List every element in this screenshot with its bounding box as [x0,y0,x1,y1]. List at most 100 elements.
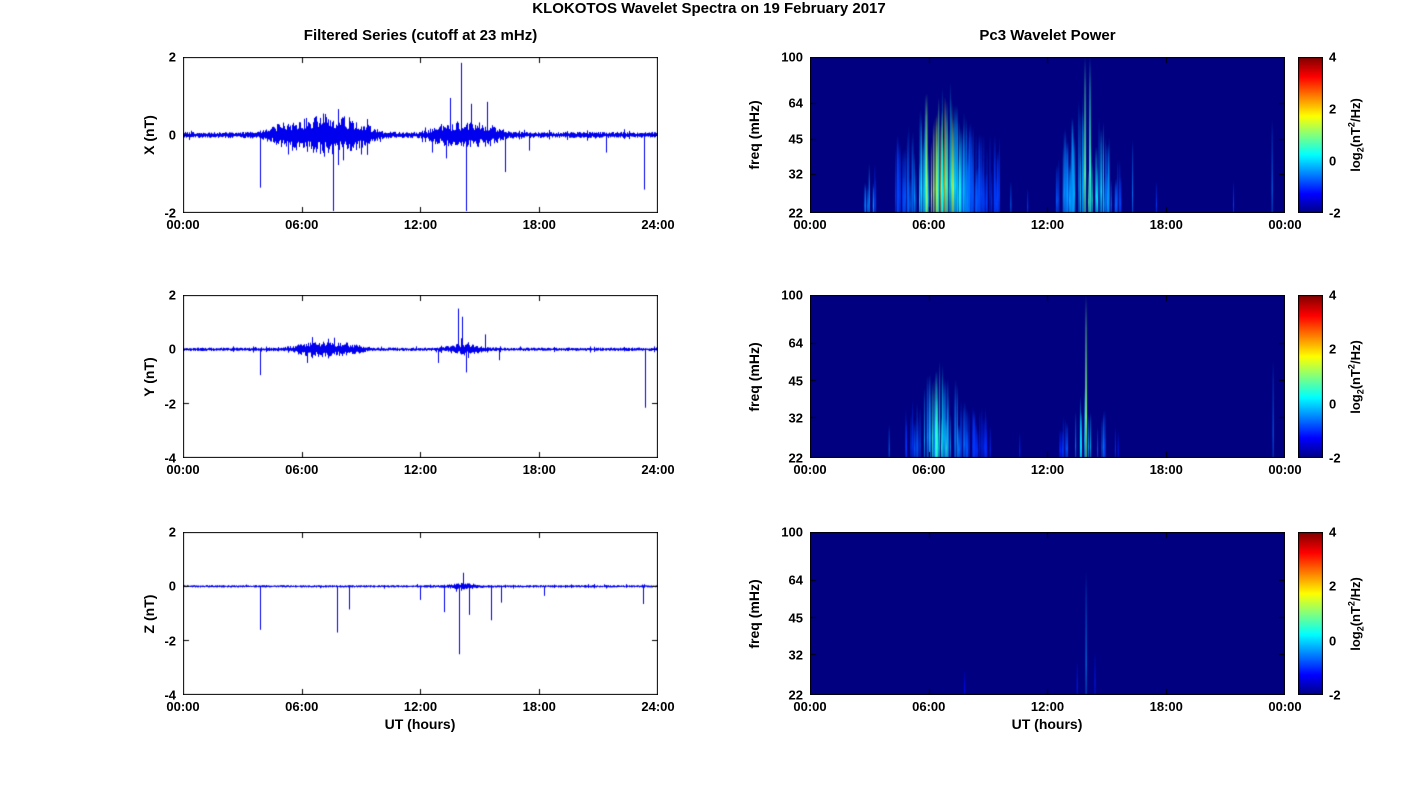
colorbar [1298,57,1323,213]
colorbar [1298,532,1323,695]
y-tick-label: 22 [788,687,803,703]
colorbar-label-sup: 2 [1346,122,1357,128]
colorbar-label-text: log [1347,394,1363,414]
y-tick-label: 0 [168,341,176,357]
colorbar-tick-label: 2 [1329,578,1337,594]
x-tick-label: 00:00 [166,699,200,714]
colorbar-tick-label: -2 [1329,450,1341,466]
colorbar-label-sub: 2 [1355,626,1366,632]
z-series-plot [183,532,658,695]
x-tick-label: 12:00 [1030,217,1065,232]
y-tick-label: 32 [788,647,803,663]
colorbar-label-text: (nT [1347,369,1363,390]
colorbar-label-text: log [1347,631,1363,651]
colorbar-tick-label: 0 [1329,396,1337,412]
y-tick-label: 2 [168,524,176,540]
y-tick-label: 22 [788,450,803,466]
y-tick-label: 45 [788,373,803,389]
x-tick-label: 18:00 [522,699,556,714]
x-tick-label: 00:00 [166,462,200,477]
x-tick-label: 00:00 [166,217,200,232]
colorbar-tick-label: -2 [1329,205,1341,221]
y-tick-label: 0 [168,127,176,143]
x-tick-label: 06:00 [285,462,319,477]
y-tick-label: -4 [164,687,176,703]
x-tick-label: 12:00 [403,217,438,232]
x-tick-label: 06:00 [285,217,319,232]
colorbar-label: log2(nT2/Hz) [1347,98,1366,172]
y-tick-label: -2 [164,205,176,221]
colorbar-tick-label: -2 [1329,687,1341,703]
colorbar-label-text: /Hz) [1347,340,1363,365]
colorbar-label: log2(nT2/Hz) [1347,577,1366,651]
z-spectrogram-ylabel: freq (mHz) [746,579,762,649]
colorbar-tick-label: 2 [1329,341,1337,357]
x-tick-label: 18:00 [1149,217,1183,232]
x-tick-label: 00:00 [793,699,827,714]
y-tick-label: 64 [788,335,803,351]
y-tick-label: -2 [164,633,176,649]
colorbar-label-sub: 2 [1355,147,1366,153]
y-tick-label: 22 [788,205,803,221]
x-tick-label: 12:00 [1030,462,1065,477]
colorbar-label-text: (nT [1347,127,1363,148]
x-tick-label: 06:00 [912,699,946,714]
y-tick-label: 32 [788,410,803,426]
y-spectrogram-ylabel: freq (mHz) [746,342,762,412]
left-xaxis-label: UT (hours) [384,716,456,732]
colorbar-tick-label: 4 [1329,524,1337,540]
x-tick-label: 06:00 [912,217,946,232]
y-tick-label: 2 [168,49,176,65]
x-series-plot [183,57,658,213]
x-tick-label: 18:00 [522,217,556,232]
y-series-plot [183,295,658,458]
colorbar-label-sub: 2 [1355,389,1366,395]
y-tick-label: 45 [788,131,803,147]
x-tick-label: 18:00 [522,462,556,477]
y-tick-label: 100 [781,49,803,65]
z-wavelet-spectrogram [810,532,1285,695]
colorbar-tick-label: 0 [1329,633,1337,649]
colorbar-label-text: /Hz) [1347,98,1363,123]
right-xaxis-label: UT (hours) [1011,716,1083,732]
x-tick-label: 00:00 [1268,699,1302,714]
colorbar-tick-label: 4 [1329,49,1337,65]
y-tick-label: 2 [168,287,176,303]
x-tick-label: 18:00 [1149,462,1183,477]
x-tick-label: 12:00 [403,699,438,714]
y-tick-label: 64 [788,95,803,111]
y-series-ylabel: Y (nT) [141,357,157,397]
colorbar-tick-label: 4 [1329,287,1337,303]
colorbar [1298,295,1323,458]
y-wavelet-spectrogram [810,295,1285,458]
x-tick-label: 00:00 [793,217,827,232]
x-tick-label: 00:00 [1268,462,1302,477]
y-tick-label: -2 [164,396,176,412]
x-tick-label: 00:00 [1268,217,1302,232]
y-tick-label: 64 [788,572,803,588]
x-tick-label: 12:00 [1030,699,1065,714]
x-spectrogram-ylabel: freq (mHz) [746,100,762,170]
y-tick-label: 0 [168,578,176,594]
colorbar-tick-label: 2 [1329,101,1337,117]
x-tick-label: 24:00 [641,699,675,714]
y-tick-label: 100 [781,287,803,303]
x-tick-label: 12:00 [403,462,438,477]
right-column-title: Pc3 Wavelet Power [979,27,1116,44]
x-tick-label: 06:00 [285,699,319,714]
y-tick-label: 32 [788,166,803,182]
z-series-ylabel: Z (nT) [141,594,157,634]
colorbar-label-text: (nT [1347,606,1363,627]
x-tick-label: 24:00 [641,217,675,232]
figure-title: KLOKOTOS Wavelet Spectra on 19 February … [532,0,886,17]
colorbar-label-text: log [1347,152,1363,172]
x-wavelet-spectrogram [810,57,1285,213]
y-tick-label: 100 [781,524,803,540]
y-tick-label: -4 [164,450,176,466]
x-tick-label: 24:00 [641,462,675,477]
left-column-title: Filtered Series (cutoff at 23 mHz) [303,27,538,44]
colorbar-label-text: /Hz) [1347,577,1363,602]
colorbar-tick-label: 0 [1329,153,1337,169]
x-tick-label: 00:00 [793,462,827,477]
